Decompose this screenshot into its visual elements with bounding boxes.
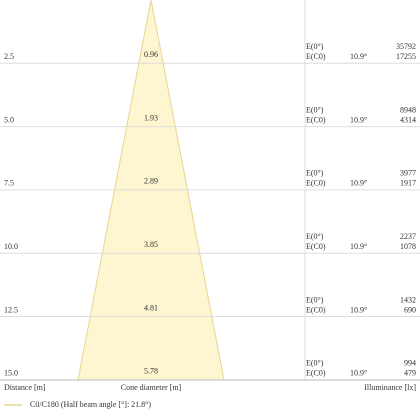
e0-value: 8948 — [400, 105, 416, 114]
distance: 7.5 — [4, 179, 14, 188]
distance: 10.0 — [4, 242, 18, 251]
diameter: 5.78 — [144, 367, 158, 376]
angle: 10.9° — [350, 305, 367, 314]
ec0-value: 17255 — [396, 52, 416, 61]
distance: 2.5 — [4, 52, 14, 61]
ec0-label: E(C0) — [306, 179, 326, 188]
diameter-header: Cone diameter [m] — [121, 383, 182, 392]
e0-value: 1432 — [400, 295, 416, 304]
ec0-value: 479 — [404, 369, 416, 378]
ec0-value: 4314 — [400, 115, 416, 124]
legend-label: C0/C180 (Half beam angle [°]: 21.8°) — [30, 400, 151, 409]
ec0-value: 1917 — [400, 179, 416, 188]
distance: 15.0 — [4, 369, 18, 378]
e0-value: 994 — [404, 359, 416, 368]
e0-label: E(0°) — [306, 295, 324, 304]
e0-value: 3977 — [400, 169, 416, 178]
distance: 12.5 — [4, 305, 18, 314]
illuminance-header: Illuminance [lx] — [364, 383, 416, 392]
e0-label: E(0°) — [306, 42, 324, 51]
e0-value: 2237 — [400, 232, 416, 241]
angle: 10.9° — [350, 179, 367, 188]
angle: 10.9° — [350, 369, 367, 378]
ec0-label: E(C0) — [306, 369, 326, 378]
diameter: 0.96 — [144, 50, 158, 59]
e0-label: E(0°) — [306, 105, 324, 114]
e0-label: E(0°) — [306, 232, 324, 241]
diameter: 3.85 — [144, 240, 158, 249]
ec0-label: E(C0) — [306, 52, 326, 61]
distance: 5.0 — [4, 115, 14, 124]
e0-label: E(0°) — [306, 359, 324, 368]
ec0-value: 1078 — [400, 242, 416, 251]
diameter: 1.93 — [144, 113, 158, 122]
angle: 10.9° — [350, 242, 367, 251]
angle: 10.9° — [350, 52, 367, 61]
ec0-label: E(C0) — [306, 242, 326, 251]
e0-value: 35792 — [396, 42, 416, 51]
angle: 10.9° — [350, 115, 367, 124]
diameter: 2.89 — [144, 177, 158, 186]
distance-header: Distance [m] — [4, 383, 46, 392]
e0-label: E(0°) — [306, 169, 324, 178]
ec0-label: E(C0) — [306, 115, 326, 124]
diameter: 4.81 — [144, 303, 158, 312]
ec0-value: 690 — [404, 305, 416, 314]
ec0-label: E(C0) — [306, 305, 326, 314]
